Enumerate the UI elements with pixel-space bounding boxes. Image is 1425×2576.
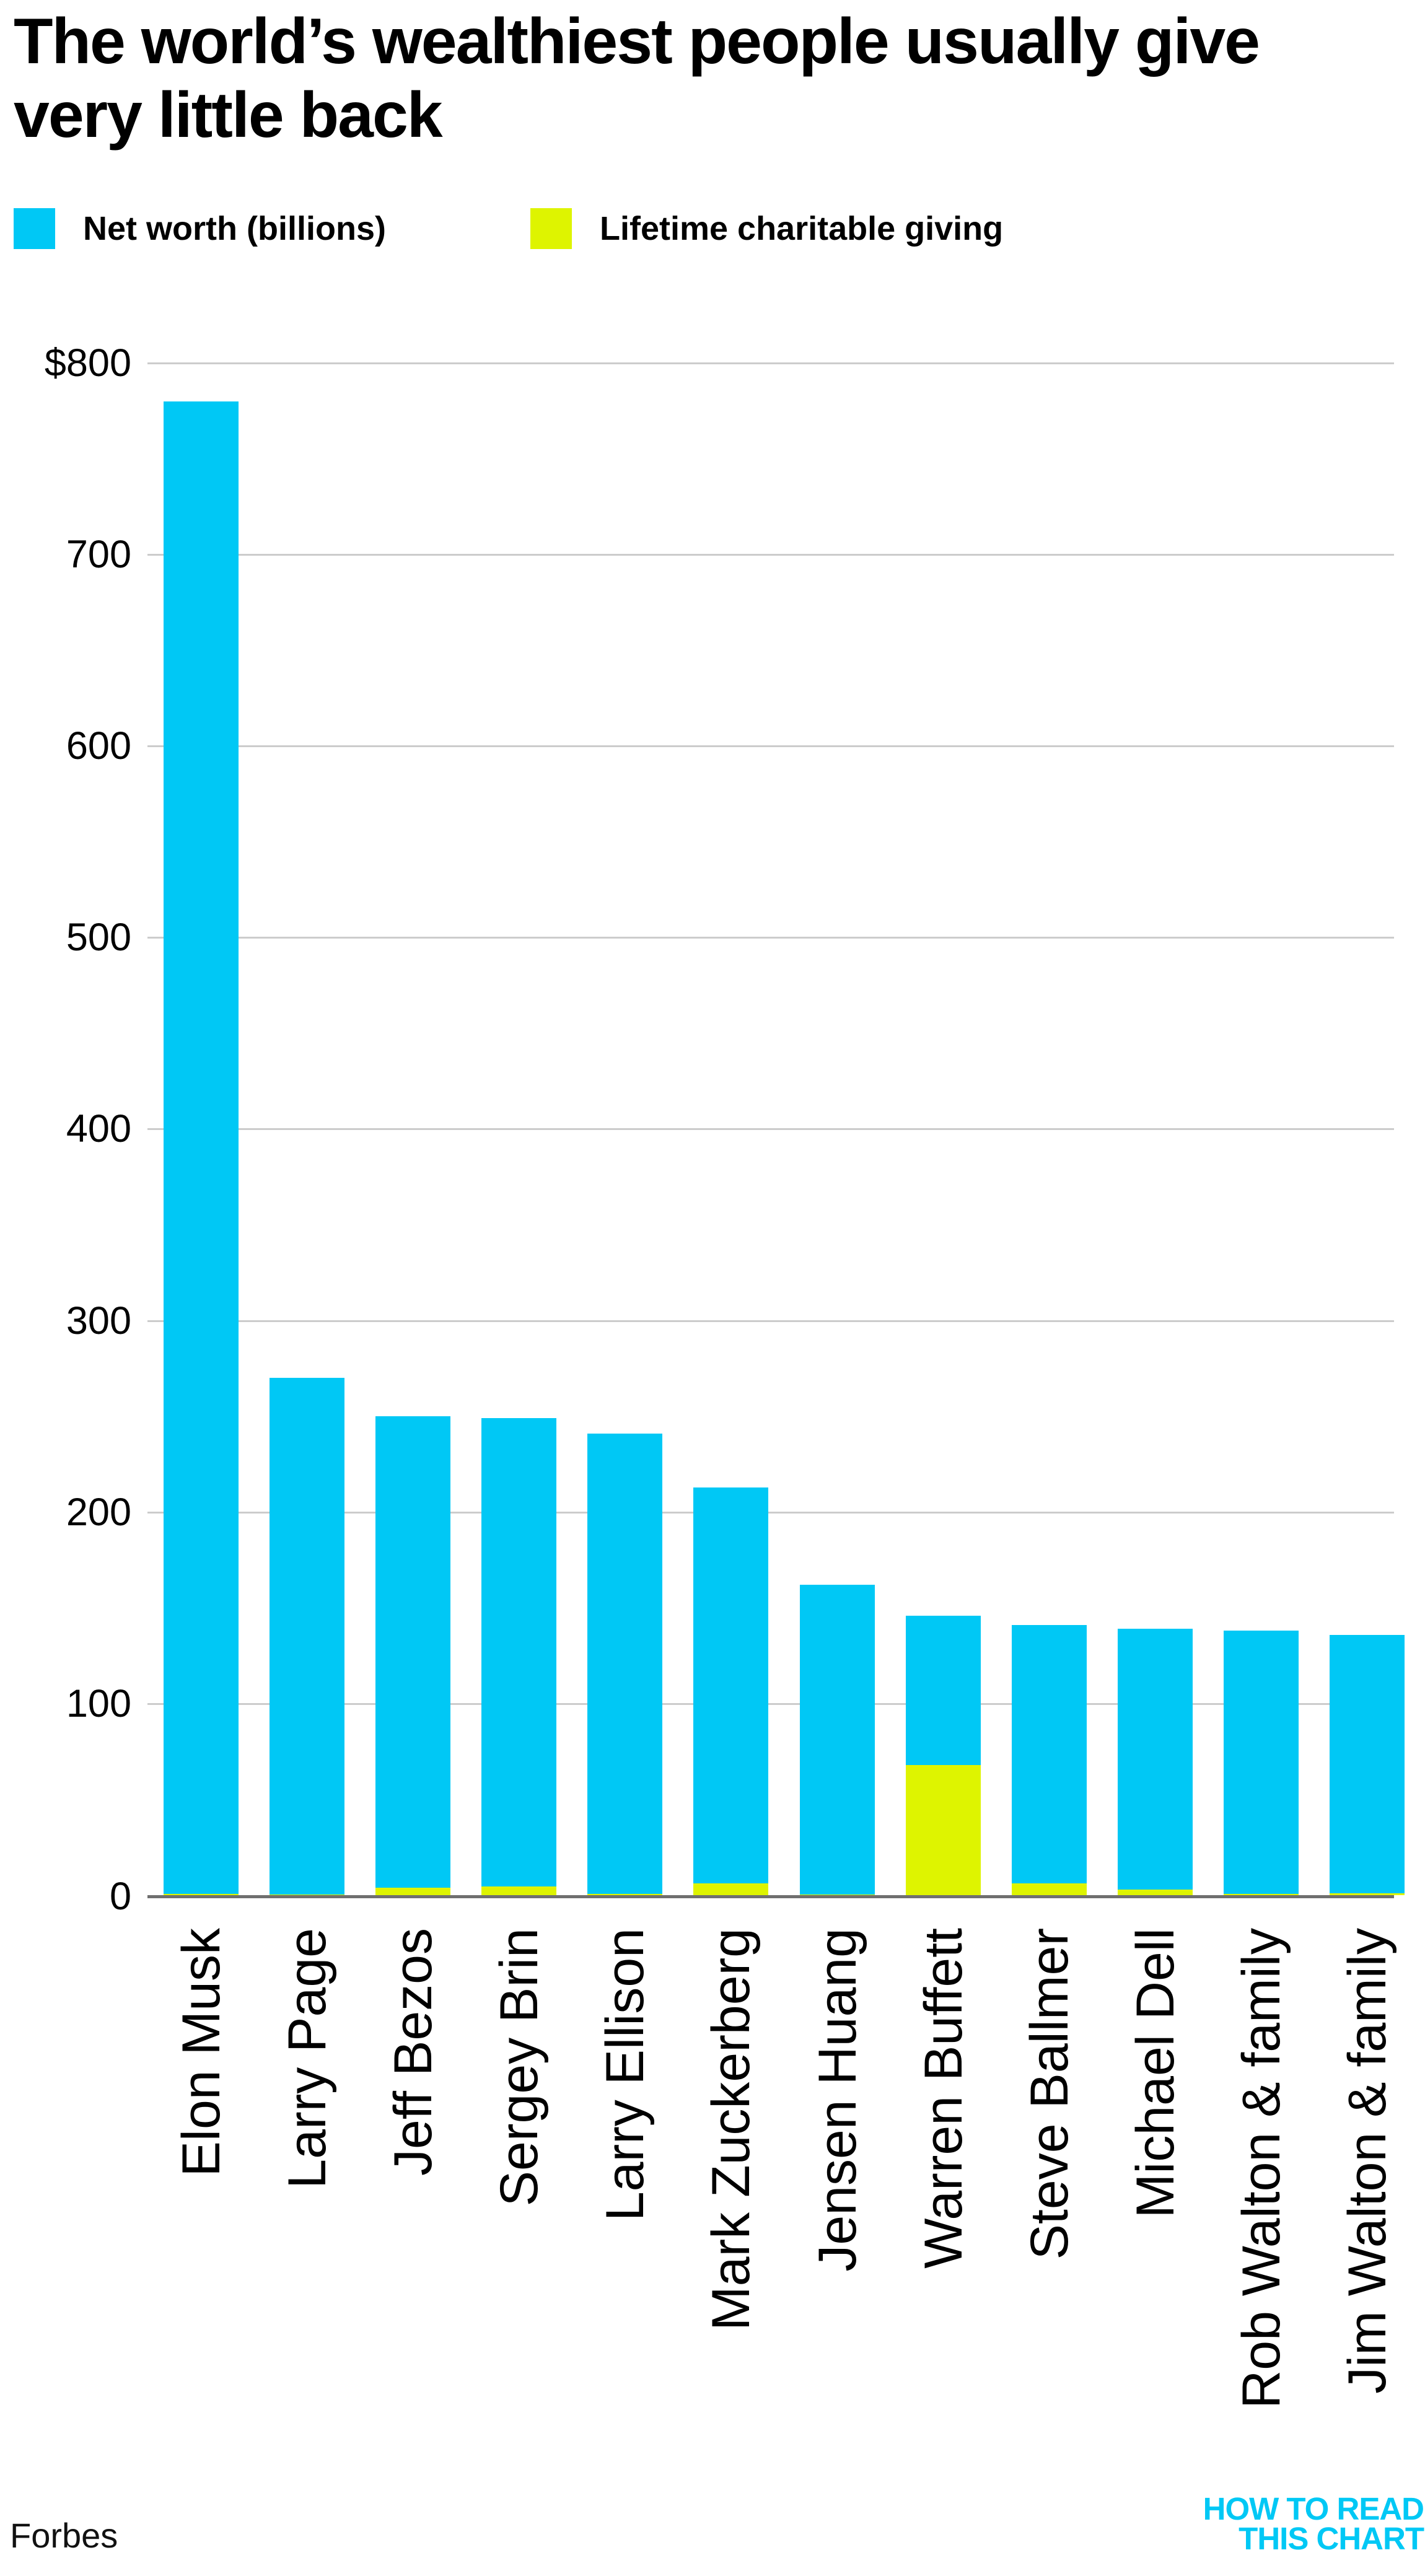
legend: Net worth (billions) Lifetime charitable…	[0, 208, 1425, 249]
bar-charitable-giving	[1118, 1890, 1193, 1895]
bar-net-worth	[164, 401, 239, 1895]
x-axis-label: Larry Ellison	[595, 1928, 655, 2222]
bar-net-worth	[1118, 1629, 1193, 1895]
gridline	[147, 1128, 1394, 1130]
giving-swatch-icon	[530, 208, 572, 249]
chart-title: The world’s wealthiest people usually gi…	[14, 5, 1415, 152]
bar-net-worth	[587, 1434, 662, 1895]
bar-charitable-giving	[1224, 1894, 1299, 1895]
bar-net-worth	[693, 1487, 768, 1895]
bar-charitable-giving	[693, 1883, 768, 1895]
gridline	[147, 1512, 1394, 1514]
x-axis-line	[147, 1895, 1394, 1898]
net-worth-swatch-icon	[14, 208, 55, 249]
bar-net-worth	[481, 1418, 556, 1895]
x-axis-label: Jeff Bezos	[383, 1928, 443, 2176]
bar-charitable-giving	[164, 1894, 239, 1895]
y-tick-label: 700	[66, 533, 131, 576]
y-tick-label: 500	[66, 916, 131, 959]
bar-charitable-giving	[1330, 1893, 1405, 1895]
bar-net-worth	[270, 1378, 344, 1895]
bar-net-worth	[1224, 1631, 1299, 1895]
gridline	[147, 1320, 1394, 1322]
bar-net-worth	[1330, 1635, 1405, 1895]
bar-net-worth	[1012, 1625, 1087, 1895]
how-to-read-this-chart-logo: HOW TO READ THIS CHART	[1203, 2491, 1424, 2556]
x-axis-label: Rob Walton & family	[1231, 1928, 1291, 2409]
legend-label-net-worth: Net worth (billions)	[83, 210, 386, 247]
legend-label-giving: Lifetime charitable giving	[600, 210, 1004, 247]
bar-charitable-giving	[906, 1765, 981, 1895]
bar-net-worth	[375, 1416, 450, 1895]
x-axis-label: Larry Page	[277, 1928, 337, 2189]
chart-title-line1: The world’s wealthiest people usually gi…	[14, 6, 1260, 77]
gridline	[147, 937, 1394, 939]
y-tick-label: 200	[66, 1491, 131, 1534]
x-axis-label: Mark Zuckerberg	[701, 1928, 761, 2331]
source-label: Forbes	[10, 2516, 118, 2555]
x-axis-label: Sergey Brin	[489, 1928, 549, 2207]
bar-net-worth	[800, 1585, 875, 1895]
bar-charitable-giving	[481, 1886, 556, 1895]
chart-title-line2: very little back	[14, 79, 443, 151]
bar-charitable-giving	[375, 1888, 450, 1895]
bar-charitable-giving	[1012, 1883, 1087, 1895]
gridline	[147, 1703, 1394, 1705]
y-tick-label: 100	[66, 1682, 131, 1725]
x-axis-label: Jim Walton & family	[1337, 1928, 1397, 2394]
y-tick-label: 600	[66, 724, 131, 768]
x-axis-label: Elon Musk	[171, 1928, 231, 2177]
y-tick-label: $800	[44, 341, 131, 385]
logo-line2: THIS CHART	[1239, 2521, 1424, 2556]
y-tick-label: 300	[66, 1299, 131, 1343]
x-axis-label: Steve Ballmer	[1019, 1928, 1079, 2260]
y-tick-label: 0	[109, 1875, 131, 1918]
x-axis-label: Warren Buffett	[913, 1928, 973, 2269]
x-axis-label: Jensen Huang	[807, 1928, 867, 2272]
gridline	[147, 554, 1394, 556]
gridline	[147, 745, 1394, 747]
x-axis-label: Michael Dell	[1125, 1928, 1185, 2219]
bar-charitable-giving	[587, 1894, 662, 1895]
y-tick-label: 400	[66, 1107, 131, 1150]
gridline	[147, 362, 1394, 364]
logo-line1: HOW TO READ	[1203, 2491, 1424, 2526]
bar-net-worth	[906, 1616, 981, 1895]
